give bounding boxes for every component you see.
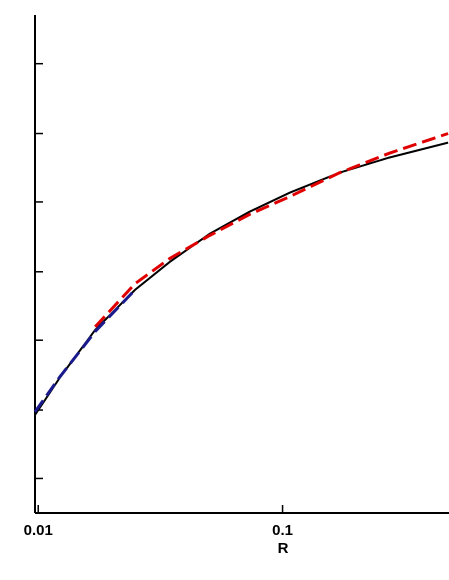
x-axis-label: R <box>278 540 289 557</box>
series-line <box>34 141 449 416</box>
series-line <box>94 132 449 328</box>
x-tick-label: 0.01 <box>24 522 53 539</box>
series-line <box>33 288 137 413</box>
x-tick-label: 0.1 <box>272 522 293 539</box>
